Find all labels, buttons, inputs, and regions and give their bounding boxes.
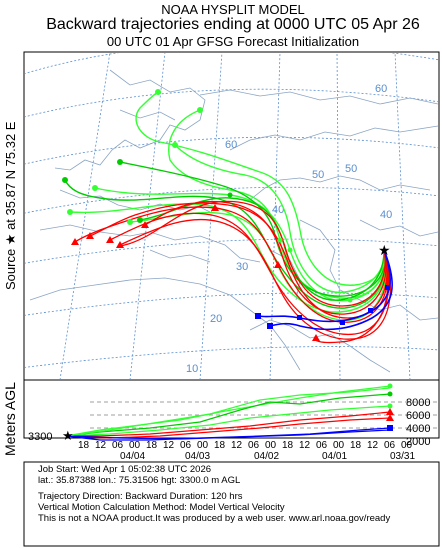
x-hour-tick: 12 — [367, 440, 379, 451]
x-hour-tick: 00 — [265, 440, 277, 451]
green-marker — [197, 107, 203, 113]
y-tick: 4000 — [406, 423, 430, 435]
x-hour-tick: 06 — [248, 440, 260, 451]
x-hour-tick: 00 — [401, 440, 413, 451]
green-marker — [287, 247, 293, 253]
job-start-text: Job Start: Wed Apr 1 05:02:38 UTC 2026 — [38, 464, 212, 475]
green-marker — [227, 192, 233, 198]
green-marker — [62, 177, 68, 183]
blue-marker — [267, 323, 273, 329]
green-marker — [172, 142, 178, 148]
grid-label: 40 — [380, 209, 392, 221]
green-marker — [127, 219, 133, 225]
grid-labels: 60 50 40 30 20 10 60 50 40 — [186, 83, 392, 375]
y-tick: 2000 — [406, 436, 430, 448]
x-hour-tick: 06 — [384, 440, 396, 451]
x-date-tick: 04/02 — [254, 451, 279, 462]
blue-marker — [385, 285, 390, 290]
x-date-tick: 03/31 — [390, 451, 415, 462]
grid-label: 30 — [236, 261, 248, 273]
red-marker — [211, 204, 219, 211]
trajectory-markers — [62, 89, 390, 341]
source-star-icon: ★ — [378, 242, 391, 258]
green-marker — [347, 297, 353, 303]
x-hour-tick: 00 — [129, 440, 141, 451]
grid-label: 60 — [225, 139, 237, 151]
graticule — [25, 53, 438, 379]
vertical-motion-text: Vertical Motion Calculation Method: Mode… — [38, 502, 285, 513]
x-hour-tick: 18 — [350, 440, 362, 451]
x-hour-tick: 06 — [316, 440, 328, 451]
start-height-label: 3300 — [28, 431, 52, 443]
time-axis: 18 12 06 00 18 12 06 00 18 12 06 00 18 1… — [78, 440, 415, 462]
y-tick: 8000 — [406, 397, 430, 409]
x-hour-tick: 18 — [78, 440, 90, 451]
x-hour-tick: 12 — [95, 440, 107, 451]
model-title: NOAA HYSPLIT MODEL — [161, 2, 305, 17]
green-marker — [117, 159, 123, 165]
grid-label: 20 — [210, 313, 222, 325]
x-hour-tick: 00 — [333, 440, 345, 451]
footer-box — [23, 461, 440, 547]
red-marker — [274, 261, 282, 268]
forecast-subtitle: 00 UTC 01 Apr GFSG Forecast Initializati… — [106, 34, 360, 49]
x-hour-tick: 18 — [214, 440, 226, 451]
x-hour-tick: 12 — [231, 440, 243, 451]
red-marker — [71, 238, 79, 245]
grid-label: 50 — [312, 169, 324, 181]
red-trajectories — [74, 200, 391, 344]
red-marker — [106, 236, 114, 243]
grid-label: 40 — [272, 204, 284, 216]
x-date-tick: 04/04 — [120, 451, 145, 462]
x-hour-tick: 12 — [163, 440, 175, 451]
green-marker — [137, 217, 143, 223]
map-area: 60 50 40 30 20 10 60 50 40 — [25, 53, 438, 379]
blue-marker — [340, 320, 345, 325]
red-marker — [116, 241, 124, 248]
grid-label: 10 — [186, 363, 198, 375]
x-hour-tick: 06 — [112, 440, 124, 451]
blue-marker — [297, 315, 302, 320]
blue-marker — [368, 308, 373, 313]
grid-label: 50 — [345, 163, 357, 175]
x-hour-tick: 00 — [197, 440, 209, 451]
x-date-tick: 04/03 — [185, 451, 210, 462]
red-marker — [86, 232, 94, 239]
disclaimer-text: This is not a NOAA product.It was produc… — [38, 513, 391, 524]
y-tick: 6000 — [406, 410, 430, 422]
green-marker — [92, 185, 98, 191]
location-text: lat.: 35.87388 lon.: 75.31506 hgt: 3300.… — [38, 475, 241, 486]
height-axis-ticks: 3300 8000 6000 4000 2000 — [28, 397, 430, 448]
height-traces — [65, 385, 391, 441]
x-hour-tick: 12 — [299, 440, 311, 451]
x-date-tick: 04/01 — [322, 451, 347, 462]
blue-marker — [255, 313, 261, 319]
green-marker — [277, 237, 283, 243]
plot-title: Backward trajectories ending at 0000 UTC… — [46, 16, 420, 33]
direction-text: Trajectory Direction: Backward Duration:… — [38, 491, 243, 502]
x-hour-tick: 18 — [282, 440, 294, 451]
green-marker — [67, 209, 73, 215]
grid-label: 60 — [375, 83, 387, 95]
x-hour-tick: 18 — [146, 440, 158, 451]
green-marker — [155, 89, 161, 95]
red-marker — [141, 221, 149, 228]
red-marker — [312, 334, 320, 341]
height-markers — [386, 383, 394, 431]
x-hour-tick: 06 — [180, 440, 192, 451]
height-source-star-icon: ★ — [62, 428, 74, 443]
